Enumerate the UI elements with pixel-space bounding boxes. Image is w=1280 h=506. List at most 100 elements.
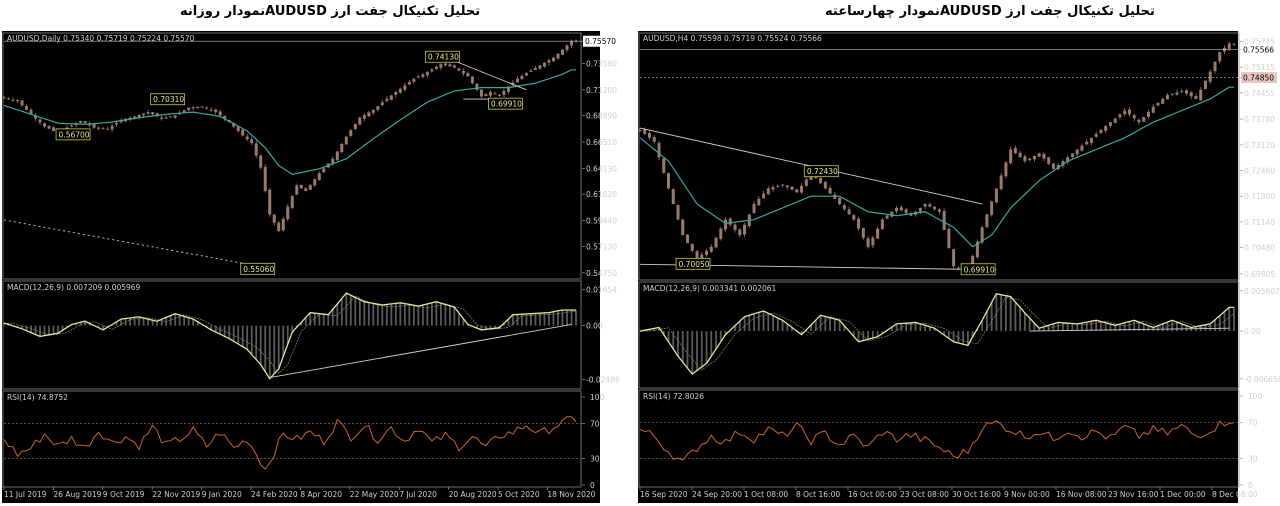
price-tick-label: 0.54750 bbox=[586, 269, 617, 278]
macd-tick-label: 0.01654 bbox=[586, 286, 617, 295]
candle-body bbox=[412, 78, 416, 82]
candle-body bbox=[142, 113, 146, 116]
candle-body bbox=[461, 70, 465, 74]
candle-body bbox=[1085, 141, 1089, 145]
macd-trendline bbox=[269, 324, 572, 379]
candle-body bbox=[733, 224, 737, 230]
candle-body bbox=[795, 189, 799, 193]
candle-body bbox=[861, 228, 865, 238]
candle-body bbox=[484, 94, 488, 97]
candle-body bbox=[448, 64, 452, 67]
price-tick-label: 0.59440 bbox=[586, 217, 617, 226]
candle-body bbox=[709, 246, 713, 252]
candle-body bbox=[752, 203, 756, 214]
candle-body bbox=[1032, 155, 1036, 160]
candle-body bbox=[662, 158, 666, 173]
rsi-tick-label: 100 bbox=[1248, 392, 1263, 401]
price-tick-label: 0.68890 bbox=[586, 112, 617, 121]
price-tick-label: 0.73780 bbox=[1244, 115, 1275, 124]
moving-average-line bbox=[3, 69, 576, 176]
candle-body bbox=[488, 92, 492, 96]
price-tick-label: 0.71200 bbox=[586, 86, 617, 95]
price-panel-frame bbox=[638, 32, 1240, 281]
price-annotation-box bbox=[240, 262, 276, 275]
candle-body bbox=[394, 92, 398, 95]
rsi-tick-label: 100 bbox=[590, 393, 605, 402]
candle-body bbox=[425, 72, 429, 76]
candle-body bbox=[371, 109, 375, 113]
x-tick-label: 16 Oct 00:00 bbox=[848, 490, 897, 499]
candle-body bbox=[115, 122, 119, 125]
candle-body bbox=[2, 97, 6, 99]
rsi-panel-frame bbox=[2, 390, 582, 488]
last-price-marker bbox=[1241, 44, 1277, 56]
candle-body bbox=[421, 74, 425, 77]
candle-body bbox=[538, 65, 542, 69]
candle-body bbox=[952, 249, 956, 267]
candle-body bbox=[250, 139, 254, 144]
rsi-line bbox=[639, 420, 1235, 461]
chart-h4: AUDUSD,H4 0.75598 0.75719 0.75524 0.7556… bbox=[638, 31, 1280, 503]
price-annotation-box bbox=[55, 128, 91, 141]
candle-body bbox=[705, 250, 709, 255]
rsi-panel-frame bbox=[638, 389, 1240, 488]
candle-body bbox=[92, 124, 96, 128]
candle-body bbox=[1042, 153, 1046, 159]
x-tick-label: 22 Nov 2019 bbox=[152, 490, 200, 499]
candle-body bbox=[686, 234, 690, 243]
rsi-header: RSI(14) 74.8752 bbox=[7, 393, 68, 402]
chart-background bbox=[638, 31, 1238, 503]
candle-body bbox=[975, 241, 979, 258]
candle-body bbox=[452, 65, 456, 68]
candle-body bbox=[565, 45, 569, 51]
candle-body bbox=[299, 184, 303, 189]
candle-body bbox=[1165, 94, 1169, 100]
x-tick-label: 18 Nov 2020 bbox=[547, 490, 595, 499]
candle-body bbox=[11, 99, 15, 101]
candle-body bbox=[29, 109, 33, 115]
candle-body bbox=[842, 205, 846, 210]
candle-body bbox=[502, 90, 506, 95]
candle-body bbox=[1194, 96, 1198, 99]
candle-body bbox=[259, 155, 263, 168]
candle-body bbox=[322, 168, 326, 173]
candle-body bbox=[918, 207, 922, 212]
candle-body bbox=[218, 111, 222, 116]
price-tick-label: 0.75115 bbox=[1244, 63, 1275, 72]
candle-body bbox=[1142, 117, 1146, 122]
candle-body bbox=[362, 115, 366, 119]
x-tick-label: 23 Oct 08:00 bbox=[900, 490, 949, 499]
candle-body bbox=[1080, 145, 1084, 151]
candle-body bbox=[838, 197, 842, 204]
candle-body bbox=[407, 82, 411, 85]
price-annotation-label: 0.74130 bbox=[428, 53, 459, 62]
candle-body bbox=[20, 100, 24, 106]
rsi-header: RSI(14) 72.8026 bbox=[643, 392, 704, 401]
candle-body bbox=[470, 76, 474, 84]
candle-body bbox=[804, 179, 808, 186]
candle-body bbox=[880, 219, 884, 230]
rsi-line bbox=[3, 416, 577, 470]
candle-body bbox=[638, 130, 642, 132]
candle-body bbox=[847, 209, 851, 215]
price-tick-label: 0.69805 bbox=[1244, 270, 1275, 279]
x-tick-label: 22 May 2020 bbox=[350, 490, 399, 499]
candle-body bbox=[1170, 93, 1174, 95]
candle-body bbox=[1094, 133, 1098, 137]
price-annotation-label: 0.70050 bbox=[679, 260, 710, 269]
rsi-tick-label: 30 bbox=[590, 455, 600, 464]
candle-body bbox=[295, 185, 299, 195]
candle-body bbox=[1104, 126, 1108, 131]
candle-body bbox=[1161, 98, 1165, 104]
candle-body bbox=[909, 213, 913, 216]
candle-body bbox=[416, 76, 420, 78]
candle-body bbox=[506, 86, 510, 92]
candle-body bbox=[133, 116, 137, 118]
x-tick-label: 20 Aug 2020 bbox=[449, 490, 497, 499]
candle-body bbox=[551, 57, 555, 62]
candle-body bbox=[1075, 149, 1079, 155]
candle-body bbox=[272, 214, 276, 223]
price-header: AUDUSD,Daily 0.75340 0.75719 0.75224 0.7… bbox=[7, 34, 195, 43]
candle-body bbox=[994, 188, 998, 203]
candle-body bbox=[990, 201, 994, 215]
